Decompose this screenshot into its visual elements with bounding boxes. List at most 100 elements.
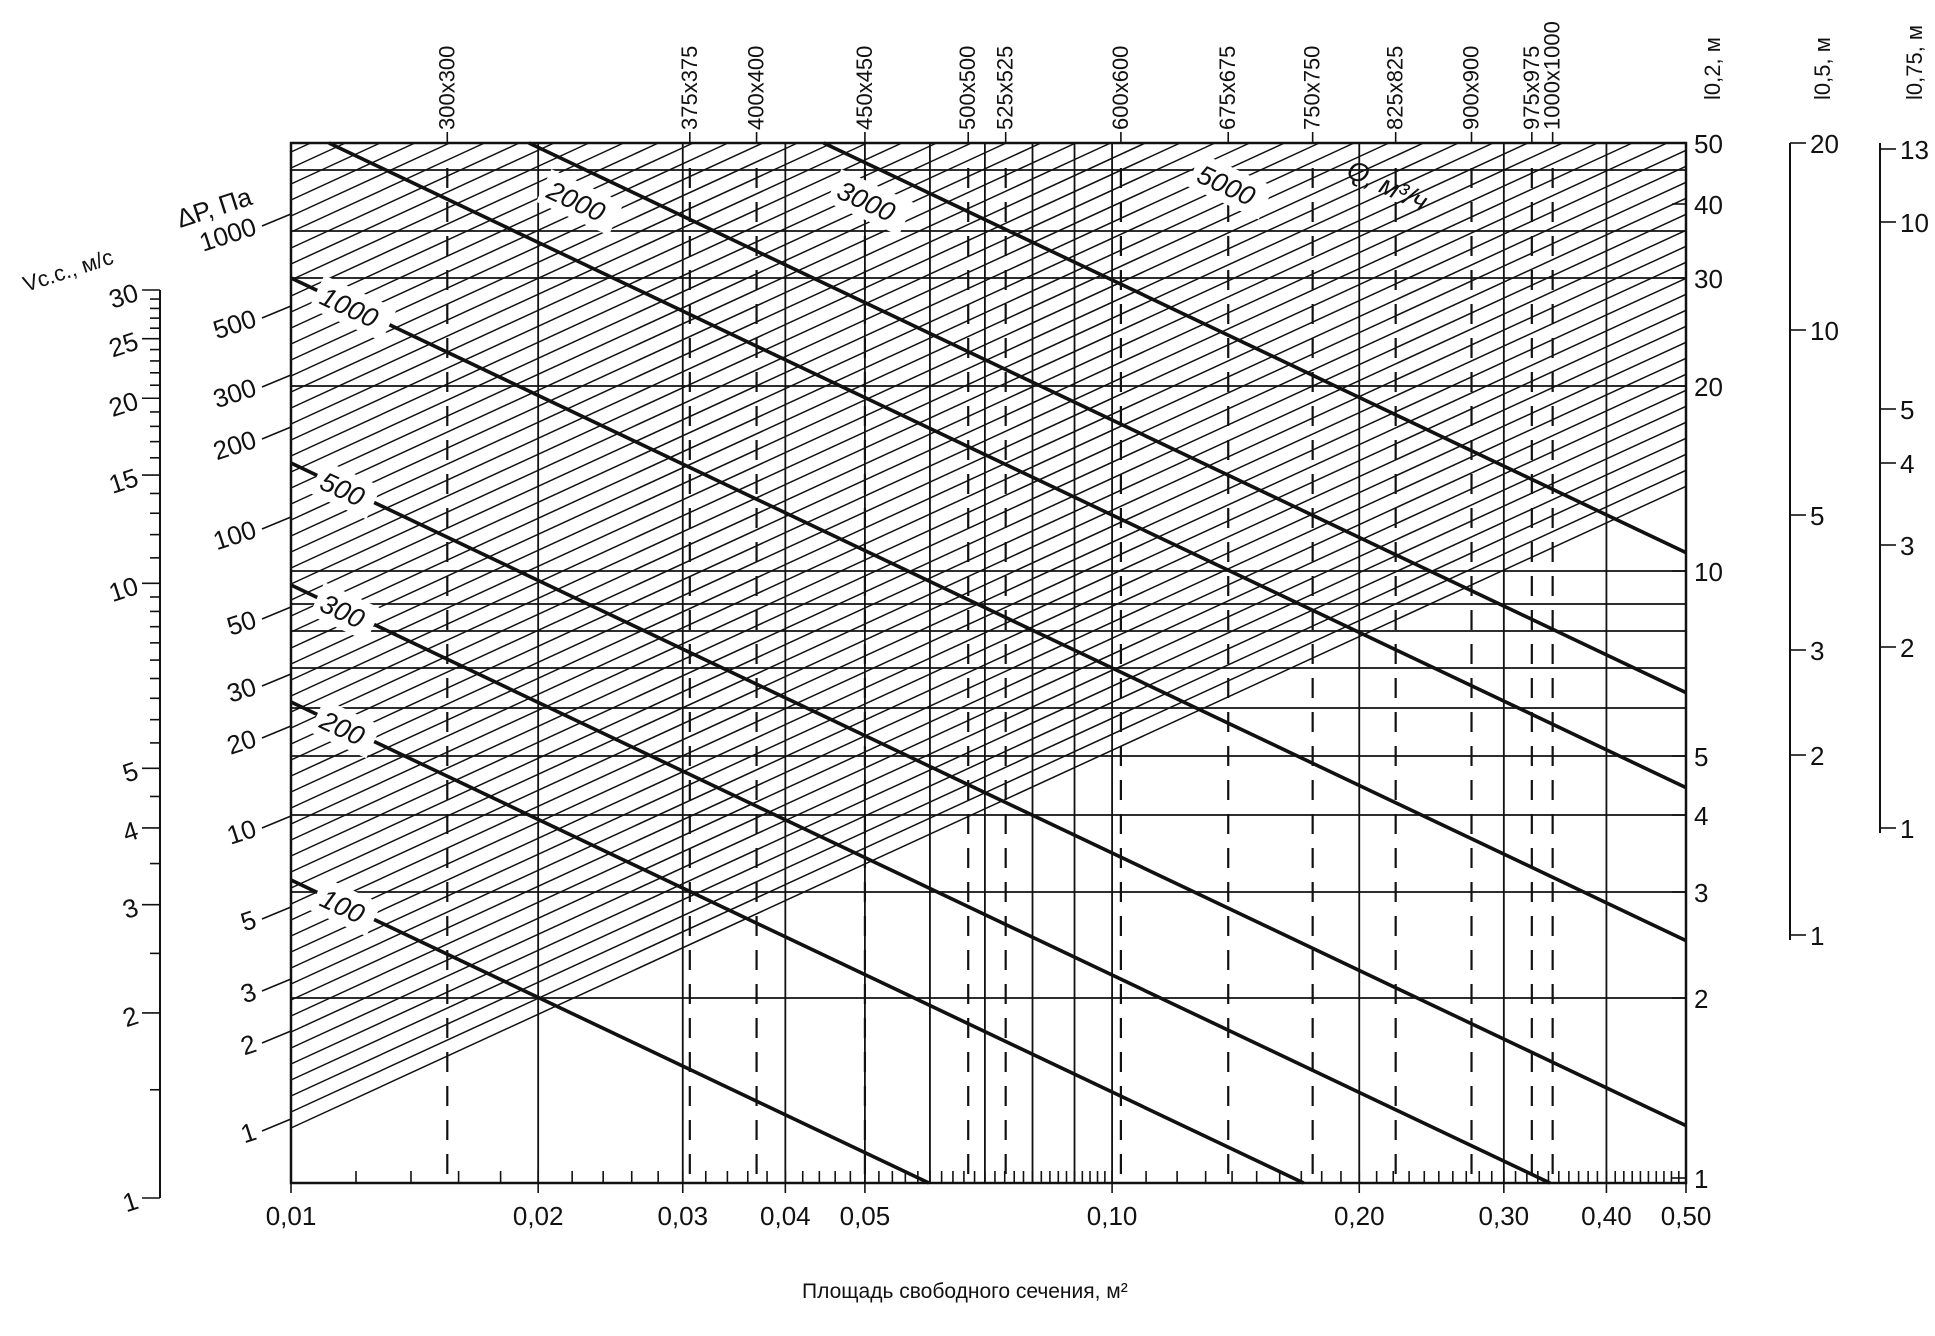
grille-size-label: 300x300 bbox=[434, 46, 459, 130]
flow-label-bg bbox=[536, 169, 624, 236]
pressure-tick bbox=[261, 305, 292, 319]
grille-size-label: 500x500 bbox=[955, 46, 980, 130]
velocity-line bbox=[290, 149, 1687, 793]
throw02-tick-label: 5 bbox=[1694, 742, 1708, 772]
throw075-tick-label: 13 bbox=[1900, 135, 1929, 165]
velocity-line bbox=[290, 165, 1687, 809]
velocity-line bbox=[290, 142, 1424, 665]
x-tick-label: 0,50 bbox=[1661, 1201, 1712, 1231]
velocity-line bbox=[290, 325, 1687, 969]
flow-label-bg bbox=[1186, 153, 1274, 220]
velocity-line bbox=[290, 142, 555, 265]
velocity-line bbox=[290, 142, 1077, 505]
flow-rate-line bbox=[822, 141, 1687, 555]
velocity-line bbox=[290, 142, 1181, 553]
throw02-tick-label: 4 bbox=[1694, 801, 1708, 831]
plot-frame bbox=[289, 141, 1688, 1185]
velocity-line bbox=[290, 229, 1687, 873]
x-axis-title: Площадь свободного сечения, м² bbox=[802, 1280, 1128, 1303]
flow-label-bg bbox=[309, 877, 382, 937]
velocity-line bbox=[290, 142, 1251, 585]
velocity-line bbox=[290, 309, 1687, 953]
grille-size-label: 375x375 bbox=[677, 46, 702, 130]
pressure-tick bbox=[261, 725, 292, 739]
throw05-tick-label: 10 bbox=[1810, 316, 1839, 346]
velocity-line bbox=[290, 142, 451, 217]
throw02-axis-title: l0,2, м bbox=[1700, 37, 1725, 100]
pressure-tick bbox=[261, 606, 292, 620]
flow-rate-line bbox=[290, 878, 930, 1185]
velocity-tick-label: 30 bbox=[105, 277, 142, 314]
x-tick-label: 0,01 bbox=[266, 1201, 317, 1231]
throw02-tick-label: 40 bbox=[1694, 190, 1723, 220]
throw075-tick-label: 2 bbox=[1900, 633, 1914, 663]
pressure-tick-label: 100 bbox=[209, 514, 260, 556]
pressure-tick-label: 5 bbox=[237, 904, 260, 937]
throw05-tick-label: 20 bbox=[1810, 129, 1839, 159]
velocity-tick-label: 25 bbox=[105, 326, 142, 363]
velocity-line bbox=[290, 142, 381, 185]
velocity-line bbox=[290, 142, 1598, 745]
pressure-tick bbox=[261, 815, 292, 829]
flow-label-bg bbox=[826, 169, 914, 236]
grille-size-label: 450x450 bbox=[852, 46, 877, 130]
velocity-line bbox=[290, 341, 1687, 985]
grille-size-label: 975x975 bbox=[1519, 46, 1544, 130]
velocity-line bbox=[290, 389, 1687, 1033]
velocity-tick-label: 1 bbox=[119, 1185, 142, 1218]
x-tick-label: 0,40 bbox=[1581, 1201, 1632, 1231]
velocity-line bbox=[290, 142, 1459, 681]
velocity-line bbox=[290, 142, 416, 201]
grille-size-label: 900x900 bbox=[1459, 46, 1484, 130]
right-scales: 1 2 3 4 5 10 20 30 40 50 l0,2, м 1 2 3 5 10 20 l0,5, м 1 2 3… bbox=[1672, 25, 1929, 1194]
flow-label-bg bbox=[309, 275, 397, 342]
flow-rate-line bbox=[528, 141, 1687, 695]
x-tick-label: 0,30 bbox=[1479, 1201, 1530, 1231]
pressure-tick bbox=[261, 516, 292, 530]
velocity-line bbox=[290, 142, 1285, 601]
velocity-line bbox=[290, 142, 1320, 617]
pressure-tick-label: 50 bbox=[223, 604, 260, 641]
velocity-line bbox=[290, 181, 1687, 825]
pressure-tick bbox=[261, 213, 292, 227]
throw075-axis-title: l0,75, м bbox=[1902, 25, 1927, 100]
velocity-line bbox=[290, 405, 1687, 1049]
velocity-lines bbox=[290, 142, 1687, 1129]
flow-label-bg bbox=[309, 699, 382, 759]
pressure-tick-label: 20 bbox=[223, 723, 260, 760]
velocity-line bbox=[290, 293, 1687, 937]
throw02-tick-label: 3 bbox=[1694, 878, 1708, 908]
velocity-line bbox=[290, 357, 1687, 1001]
velocity-line bbox=[290, 142, 1390, 649]
velocity-line bbox=[290, 485, 1687, 1129]
velocity-line bbox=[290, 142, 659, 313]
flow-label-bg bbox=[309, 582, 382, 642]
throw05-tick-label: 3 bbox=[1810, 636, 1824, 666]
velocity-line bbox=[290, 373, 1687, 1017]
velocity-line bbox=[290, 142, 1007, 473]
pressure-tick-label: 30 bbox=[223, 671, 260, 708]
grille-size-labels: 300x300 375x375 400x400 450x450 500x500 525x5… bbox=[434, 21, 1565, 143]
flow-rate-line bbox=[290, 276, 1687, 943]
throw05-tick-label: 2 bbox=[1810, 741, 1824, 771]
pressure-tick-label: 10 bbox=[223, 813, 260, 850]
velocity-line bbox=[290, 142, 798, 377]
throw05-tick-label: 1 bbox=[1810, 921, 1824, 951]
velocity-tick-label: 2 bbox=[119, 1000, 142, 1033]
velocity-line bbox=[290, 142, 1042, 489]
pressure-tick bbox=[261, 673, 292, 687]
velocity-tick-label: 10 bbox=[105, 570, 142, 607]
velocity-line bbox=[290, 142, 833, 393]
velocity-line bbox=[290, 142, 1146, 537]
grille-size-label: 825x825 bbox=[1383, 46, 1408, 130]
pressure-tick bbox=[261, 1118, 292, 1132]
pressure-tick-label: 2 bbox=[237, 1028, 260, 1061]
pressure-tick-label: 200 bbox=[209, 424, 260, 466]
throw02-tick-label: 50 bbox=[1694, 129, 1723, 159]
velocity-line bbox=[290, 142, 1216, 569]
throw02-tick-label: 2 bbox=[1694, 984, 1708, 1014]
grille-size-label: 675x675 bbox=[1215, 46, 1240, 130]
velocity-line bbox=[290, 142, 311, 153]
pressure-tick-label: 3 bbox=[237, 976, 260, 1009]
velocity-tick-label: 5 bbox=[119, 756, 142, 789]
